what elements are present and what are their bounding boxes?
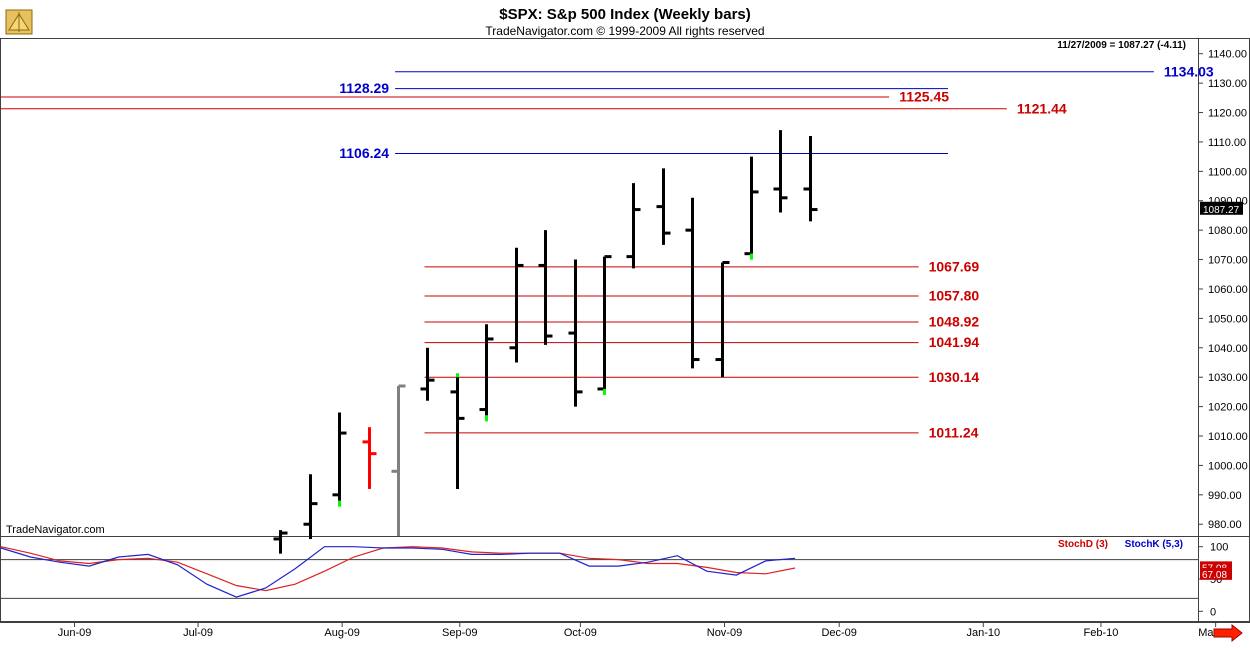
last-price-label: 1087.27: [1203, 205, 1240, 216]
time-tick-label: Jul-09: [183, 627, 213, 639]
level-label: 1121.44: [1017, 100, 1067, 116]
logo-icon[interactable]: [5, 9, 33, 35]
price-bar: [803, 136, 818, 222]
scroll-right-arrow-icon[interactable]: [1213, 623, 1243, 643]
price-tick-label: 990.00: [1208, 490, 1242, 502]
price-bar: [391, 384, 406, 536]
price-bar: [362, 427, 377, 489]
price-tick-label: 1070.00: [1208, 255, 1248, 267]
time-tick-label: Feb-10: [1084, 627, 1119, 639]
legend-stochk: StochK (5,3): [1125, 539, 1183, 550]
price-bar: [685, 197, 700, 369]
price-tick-label: 980.00: [1208, 519, 1242, 531]
price-bar: [773, 130, 788, 213]
level-label: 1057.80: [929, 287, 980, 303]
level-lines: 1134.03 1128.29 1125.45 1121.44 1106.24 1067.…: [1, 63, 1214, 440]
price-bar: [715, 261, 730, 378]
time-tick-label: Sep-09: [442, 627, 477, 639]
time-tick-label: Oct-09: [564, 627, 597, 639]
time-tick-label: Dec-09: [821, 627, 856, 639]
price-bar: [597, 255, 612, 395]
price-tick-label: 1060.00: [1208, 284, 1248, 296]
time-tick-label: Jan-10: [966, 627, 1000, 639]
price-axis: 980.00 990.00 1000.00 1010.00 1020.00 1030.00…: [1198, 49, 1248, 531]
price-tick-label: 1010.00: [1208, 431, 1248, 443]
chart-subtitle: TradeNavigator.com © 1999-2009 All right…: [485, 24, 764, 38]
time-tick-label: Nov-09: [707, 627, 742, 639]
stochastic-panel: 10050057.0867.08: [0, 542, 1232, 618]
price-bar: [303, 474, 318, 539]
level-label: 1030.14: [929, 369, 980, 385]
level-label: 1134.03: [1164, 63, 1214, 79]
level-label: 1041.94: [929, 334, 980, 350]
price-bar: [744, 156, 759, 260]
price-bar: [626, 183, 641, 269]
price-bar: [450, 373, 465, 489]
price-bar: [479, 324, 494, 422]
level-label: 1106.24: [339, 145, 389, 161]
stoch-value-badge: [1200, 567, 1232, 580]
stoch-value-label: 67.08: [1202, 570, 1227, 581]
price-bar: [656, 168, 671, 245]
time-axis: Jun-09 Jul-09 Aug-09 Sep-09 Oct-09 Nov-09 Dec-…: [58, 622, 1233, 639]
price-tick-label: 1050.00: [1208, 313, 1248, 325]
price-bar: [273, 530, 288, 554]
time-tick-label: Jun-09: [58, 627, 92, 639]
stoch-tick-label: 100: [1210, 542, 1228, 554]
level-label: 1067.69: [929, 258, 980, 274]
price-bar: [568, 259, 583, 407]
price-tick-label: 1120.00: [1208, 108, 1247, 120]
price-tick-label: 1020.00: [1208, 402, 1248, 414]
legend-stochd: StochD (3): [1058, 539, 1108, 550]
level-label: 1128.29: [339, 80, 389, 96]
level-label: 1125.45: [899, 88, 949, 104]
price-bar: [538, 230, 553, 345]
price-tick-label: 1100.00: [1208, 166, 1247, 178]
price-tick-label: 1030.00: [1208, 372, 1248, 384]
watermark: TradeNavigator.com: [6, 524, 105, 536]
price-bars: [273, 130, 818, 554]
stoch-tick-label: 0: [1210, 606, 1216, 618]
stoch-line: [0, 546, 796, 592]
price-tick-label: 1110.00: [1208, 137, 1246, 149]
price-tick-label: 1040.00: [1208, 343, 1248, 355]
price-bar: [332, 412, 347, 507]
price-tick-label: 1130.00: [1208, 78, 1247, 90]
time-tick-label: Aug-09: [324, 627, 359, 639]
price-bar: [420, 347, 435, 401]
price-bar: [509, 247, 524, 363]
last-quote: 11/27/2009 = 1087.27 (-4.11): [1057, 40, 1186, 51]
chart-title: $SPX: S&p 500 Index (Weekly bars): [499, 6, 751, 23]
last-price-badge: [1200, 201, 1243, 215]
price-tick-label: 1080.00: [1208, 225, 1248, 237]
price-tick-label: 1000.00: [1208, 460, 1248, 472]
level-label: 1048.92: [929, 314, 980, 330]
level-label: 1011.24: [929, 424, 979, 440]
stoch-line: [0, 546, 796, 598]
price-tick-label: 1140.00: [1208, 49, 1247, 61]
